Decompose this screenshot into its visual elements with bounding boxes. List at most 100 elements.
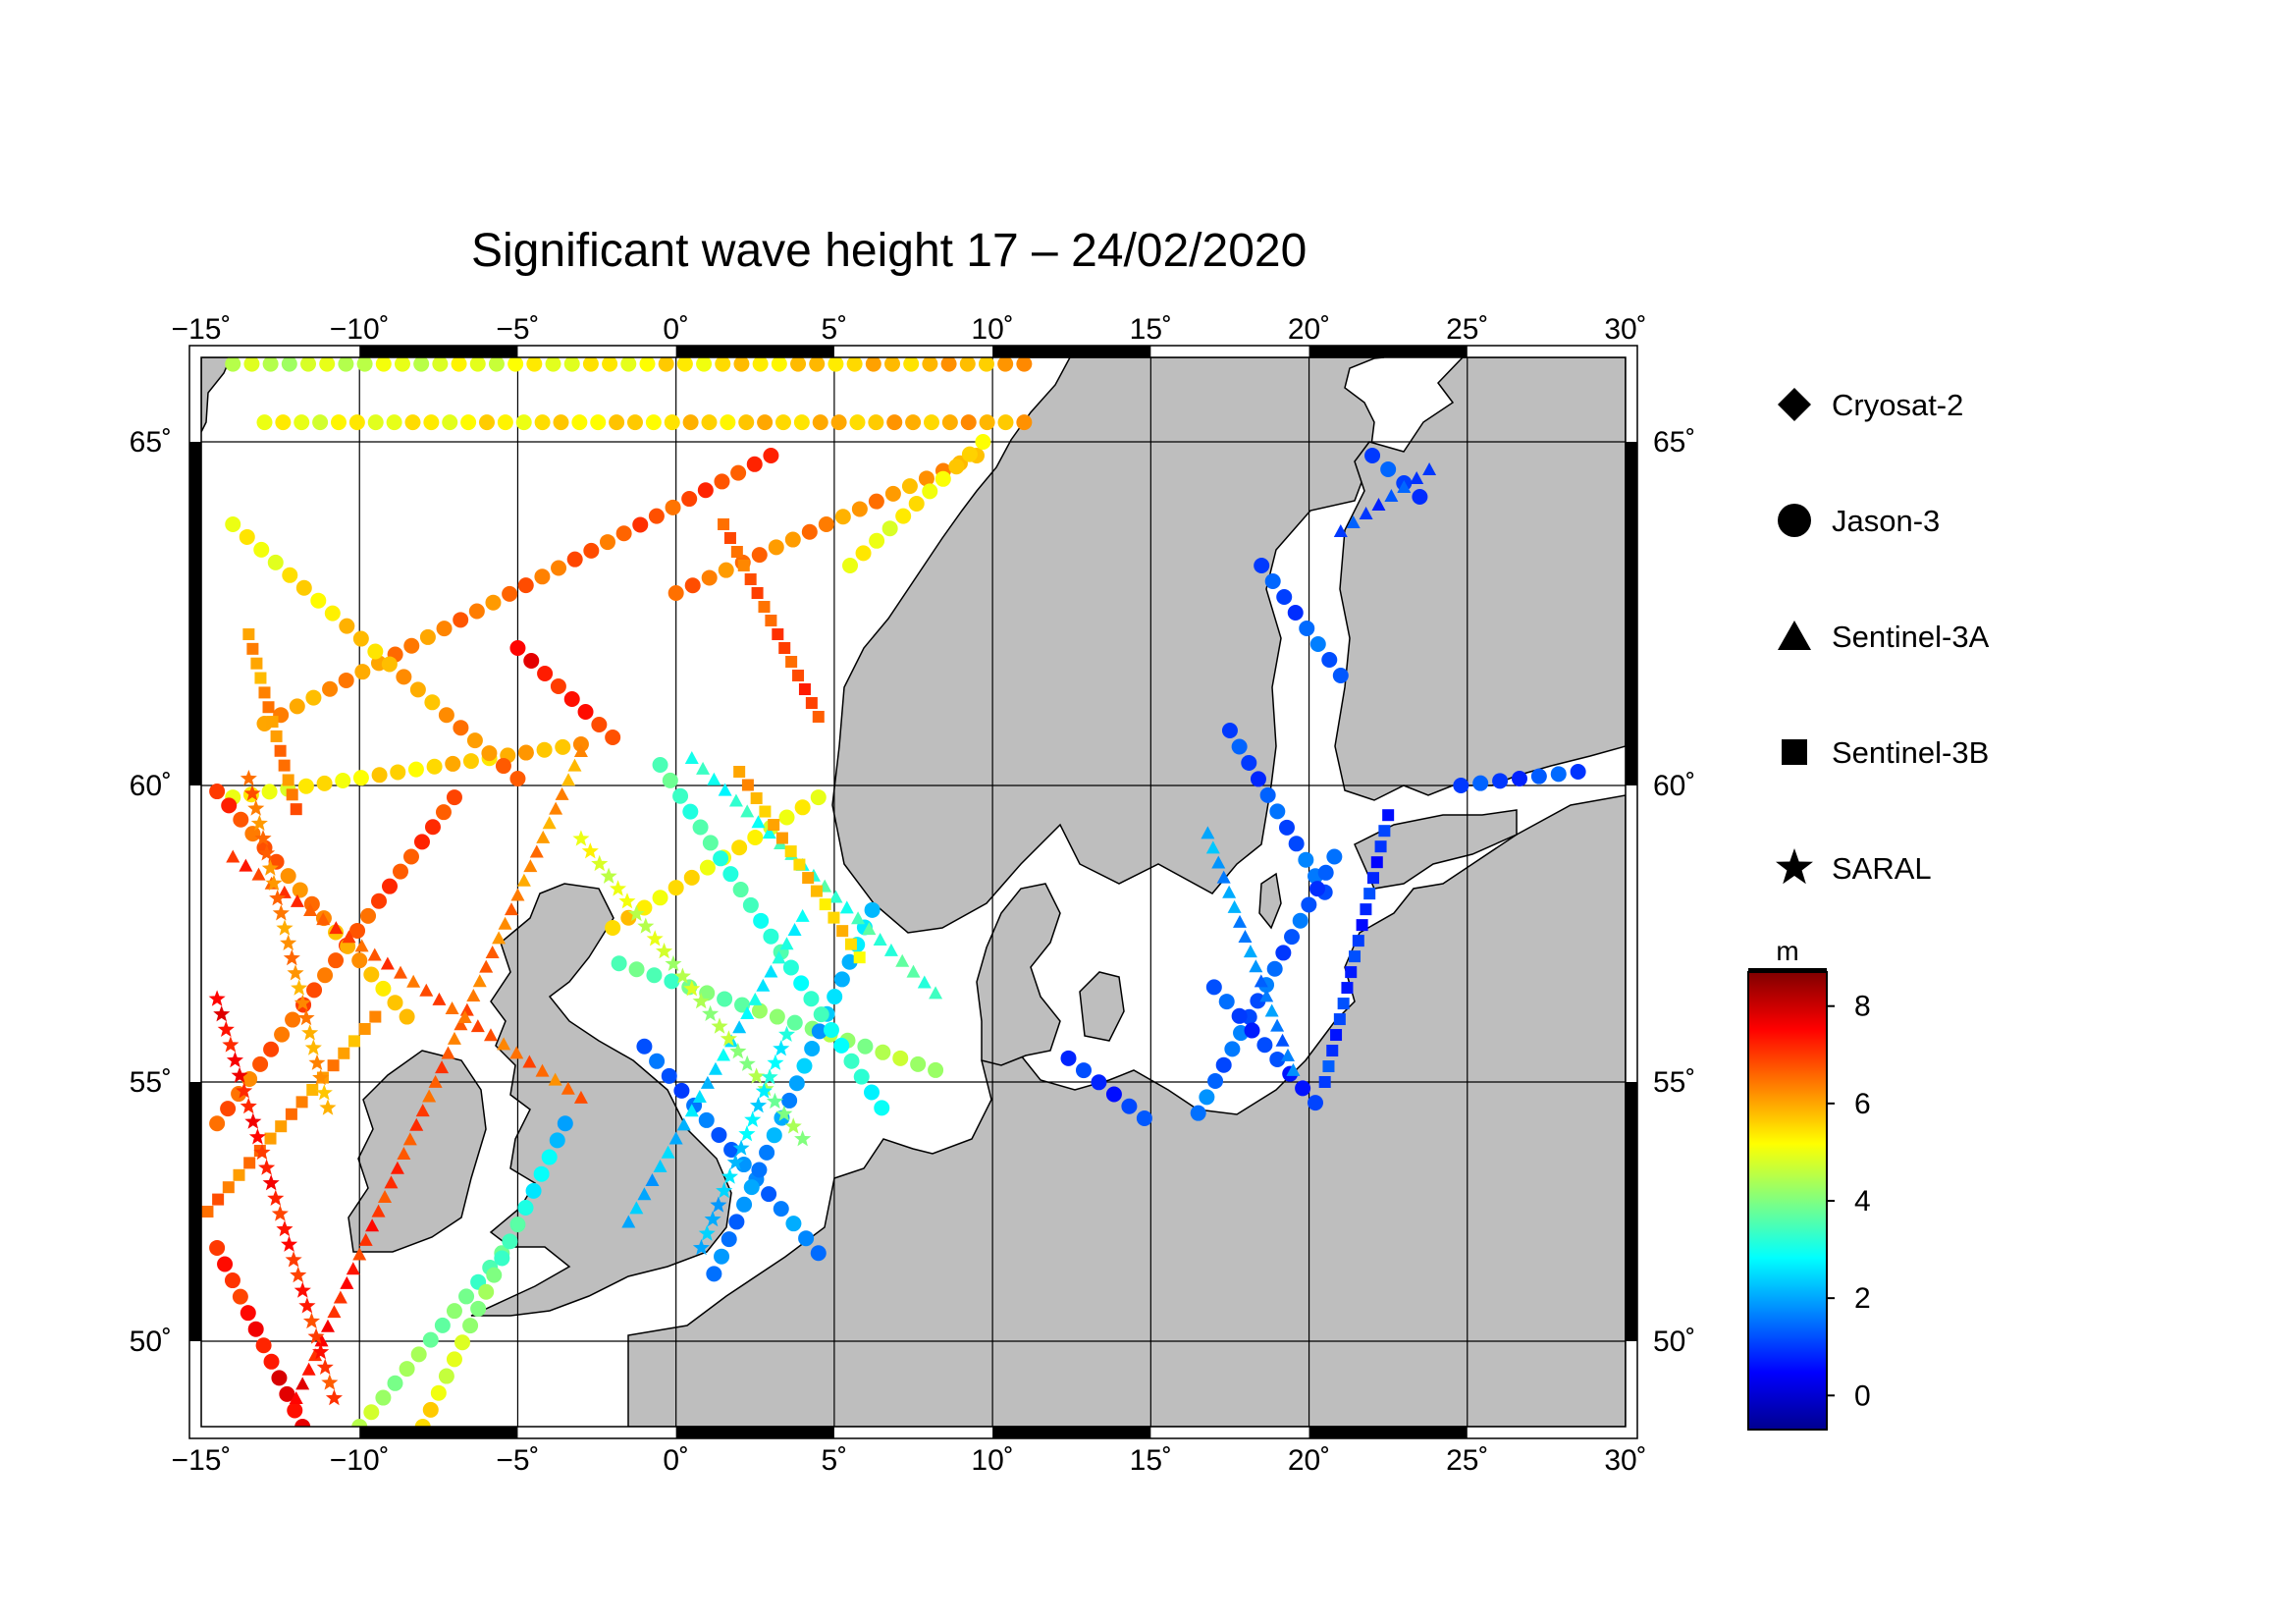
track-point: [786, 1014, 803, 1031]
track-point: [342, 930, 356, 944]
track-point: [402, 1132, 417, 1146]
track-point: [239, 528, 255, 545]
track-point: [834, 509, 851, 525]
track-point: [279, 1385, 295, 1402]
track-point: [922, 357, 938, 372]
track-point: [905, 414, 922, 431]
track-point: [684, 1104, 699, 1117]
track-point: [399, 1361, 415, 1378]
track-point: [483, 1028, 498, 1042]
track-point: [409, 681, 426, 698]
track-point: [810, 789, 827, 806]
track-point: [775, 1105, 793, 1121]
track-point: [274, 1026, 291, 1043]
track-point: [254, 830, 272, 846]
track-point: [997, 357, 1014, 372]
track-point: [294, 1281, 311, 1298]
track-point: [784, 1117, 802, 1134]
track-point: [567, 758, 582, 772]
track-point: [1016, 357, 1033, 372]
track-point: [254, 672, 267, 684]
track-point: [1256, 1037, 1273, 1054]
track-point: [566, 551, 583, 568]
track-point: [262, 1174, 280, 1191]
lat-tick-label-right: 55˚: [1653, 1066, 1695, 1099]
track-point: [1472, 775, 1489, 791]
estonia-land: [1354, 809, 1518, 890]
track-point: [447, 1031, 461, 1045]
track-point: [339, 618, 355, 634]
track-point: [692, 819, 709, 836]
track-point: [548, 1072, 562, 1086]
track-point: [869, 532, 885, 549]
track-point: [1337, 998, 1350, 1010]
track-point: [1333, 524, 1348, 537]
track-point: [509, 640, 526, 656]
track-point: [648, 508, 665, 524]
track-point: [261, 784, 278, 800]
track-point: [794, 799, 811, 816]
lon-tick-label-bottom: 30˚: [1604, 1444, 1646, 1477]
track-point: [910, 1055, 927, 1072]
track-jason-3: [1254, 558, 1349, 683]
lon-tick-label-top: 5˚: [822, 313, 848, 346]
track-point: [222, 1181, 235, 1194]
track-point: [419, 628, 436, 645]
track-point: [917, 975, 932, 989]
track-point: [731, 839, 748, 856]
track-point: [732, 1020, 747, 1034]
track-point: [892, 1050, 909, 1066]
track-point: [306, 1083, 319, 1096]
legend-label: Sentinel-3A: [1832, 620, 1990, 654]
track-point: [828, 890, 843, 903]
track-point: [517, 1200, 534, 1217]
track-point: [756, 978, 771, 992]
track-point: [352, 770, 369, 786]
track-point: [397, 1147, 411, 1161]
colorbar-tick-label: 2: [1854, 1282, 1871, 1315]
track-point: [1275, 945, 1292, 961]
track-point: [295, 1377, 310, 1390]
track-point: [1295, 1080, 1311, 1097]
track-point: [646, 930, 664, 947]
track-point: [478, 414, 495, 431]
track-saral: [208, 990, 343, 1406]
colorbar-tick-label: 0: [1854, 1380, 1871, 1412]
track-point: [258, 844, 276, 861]
track-point: [422, 1331, 439, 1348]
track-point: [424, 694, 441, 711]
track-point: [772, 950, 786, 964]
track-point: [497, 414, 513, 431]
track-point: [354, 664, 371, 680]
track-point: [369, 1010, 382, 1023]
track-point: [1322, 1060, 1335, 1073]
track-point: [628, 961, 645, 978]
track-point: [711, 1126, 727, 1143]
track-point: [591, 717, 608, 732]
track-point: [271, 1205, 289, 1221]
track-point: [747, 829, 764, 845]
diamond-icon: [1778, 388, 1811, 421]
track-point: [545, 357, 561, 372]
track-point: [661, 1145, 675, 1159]
lon-tick-label-top: 20˚: [1288, 313, 1330, 346]
track-jason-3: [209, 1239, 311, 1427]
track-point: [316, 912, 331, 926]
track-point: [468, 603, 485, 620]
track-point: [432, 357, 449, 372]
track-point: [728, 1214, 745, 1230]
denmark-land: [976, 883, 1061, 1066]
track-point: [295, 579, 312, 596]
track-point: [406, 974, 421, 988]
track-point: [537, 666, 554, 681]
track-point: [488, 357, 505, 372]
frame-inner: [200, 356, 1627, 1428]
track-point: [271, 1370, 288, 1386]
track-point: [303, 903, 318, 917]
track-point: [696, 357, 713, 372]
track-point: [252, 1055, 269, 1072]
track-point: [275, 414, 292, 431]
track-point: [300, 357, 317, 372]
track-point: [561, 773, 576, 786]
